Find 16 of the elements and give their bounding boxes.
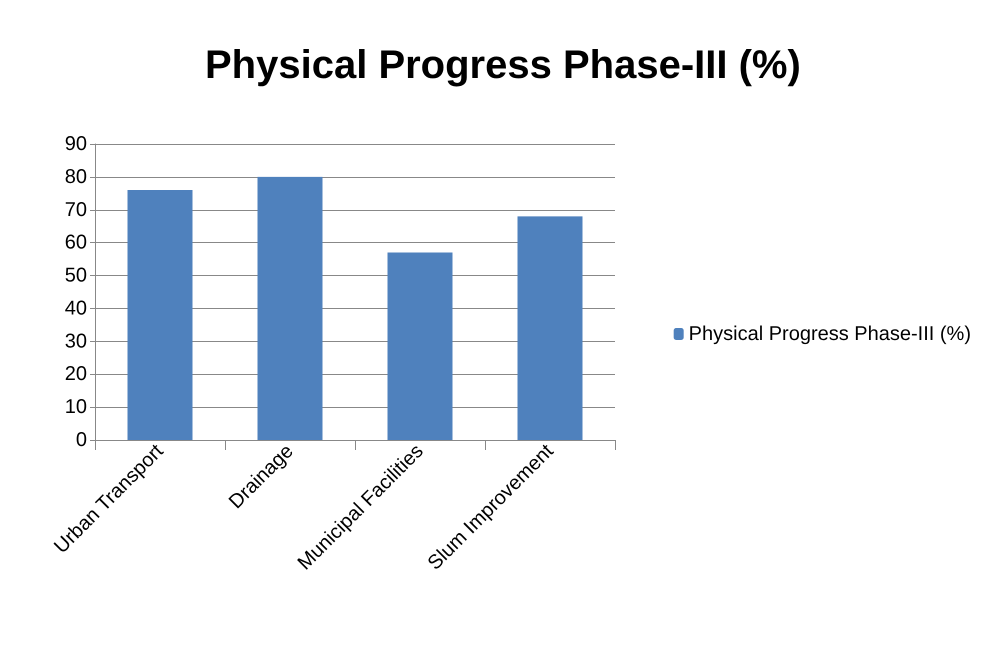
y-tick-label: 60: [64, 232, 87, 254]
bar: [128, 190, 192, 440]
y-tick-label: 40: [64, 297, 87, 320]
y-tick-label: 90: [64, 133, 87, 155]
legend-label: Physical Progress Phase-III (%): [688, 323, 972, 345]
y-tick-label: 30: [64, 330, 87, 352]
y-tick-label: 20: [64, 363, 87, 386]
chart-title: Physical Progress Phase-III (%): [205, 43, 801, 87]
y-tick-label: 80: [64, 166, 87, 188]
y-tick-label: 10: [64, 396, 87, 418]
y-tick-label: 0: [76, 429, 87, 451]
y-tick-label: 70: [64, 198, 87, 221]
bar: [518, 216, 582, 440]
y-tick-label: 50: [64, 264, 87, 287]
bar: [388, 252, 452, 440]
bar: [258, 176, 322, 440]
